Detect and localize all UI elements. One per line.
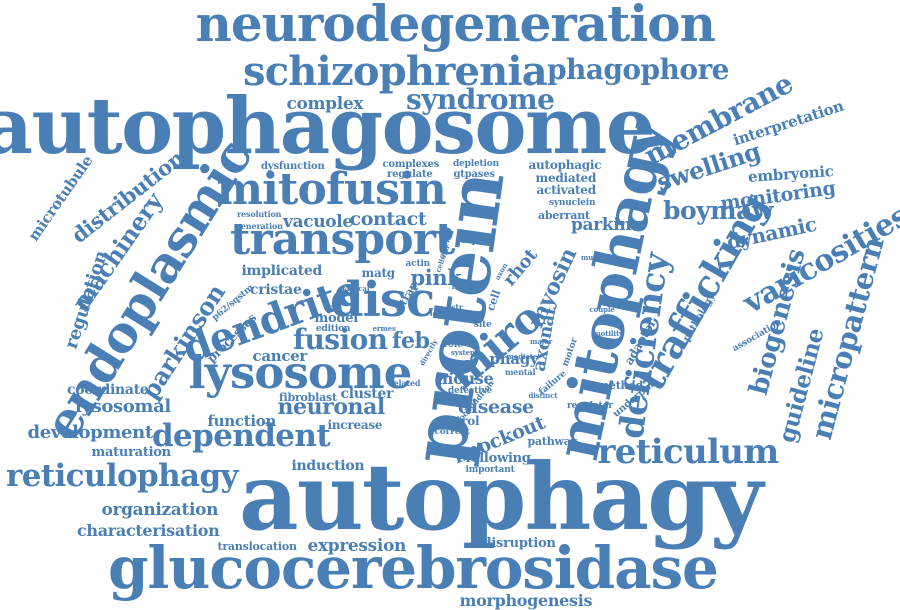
cloud-word-defective: defective xyxy=(448,385,493,396)
cloud-word-autophagic: autophagic xyxy=(528,158,602,172)
cloud-word-vacuole: vacuole xyxy=(283,211,353,232)
cloud-word-fusion: fusion xyxy=(293,323,388,356)
cloud-word-correct: correct xyxy=(434,426,470,437)
cloud-word-mico: mico xyxy=(451,281,473,291)
cloud-word-disease: disease xyxy=(458,395,534,418)
cloud-word-phagy: phagy xyxy=(489,349,539,368)
cloud-word-reticulophagy: reticulophagy xyxy=(6,457,239,494)
cloud-word-related: related xyxy=(389,378,421,388)
cloud-word-done: done xyxy=(458,309,478,319)
cloud-word-organization: organization xyxy=(101,499,219,520)
cloud-word-neurodegeneration: neurodegeneration xyxy=(195,0,716,53)
cloud-word-induction: induction xyxy=(291,458,365,474)
cloud-word-contact: contact xyxy=(349,207,427,230)
cloud-word-generation: generation xyxy=(235,221,283,231)
cloud-word-disc: disc xyxy=(330,272,435,328)
cloud-word-cristae: cristae xyxy=(250,282,302,298)
cloud-word-dependent: dependent xyxy=(152,417,331,454)
cloud-word-critical: critical xyxy=(342,283,370,293)
cloud-word-synuclein: synuclein xyxy=(549,197,596,208)
cloud-word-phagophore: phagophore xyxy=(547,53,729,86)
cloud-word-expression: expression xyxy=(307,535,407,556)
cloud-word-maturation: maturation xyxy=(91,444,172,460)
cloud-word-fibroblast: fibroblast xyxy=(279,390,337,404)
cloud-word-complexes: complexes xyxy=(382,159,440,170)
cloud-word-report: report xyxy=(461,235,493,246)
cloud-word-translocation: translocation xyxy=(217,539,298,553)
cloud-word-multiple: multiple xyxy=(581,252,613,262)
cloud-word-mouse: mouse xyxy=(436,369,494,388)
cloud-word-glucocerebrosidase: glucocerebrosidase xyxy=(108,534,719,602)
cloud-word-actin: actin xyxy=(405,258,431,269)
cloud-word-autophagy: autophagy xyxy=(239,443,763,551)
cloud-word-mediate: mediate xyxy=(506,351,538,361)
cloud-word-activated: activated xyxy=(536,183,597,197)
cloud-word-cancer: cancer xyxy=(252,346,308,365)
cloud-word-distinct: distinct xyxy=(528,390,558,400)
cloud-word-following: following xyxy=(465,450,531,466)
cloud-word-mediated: mediated xyxy=(535,171,597,185)
cloud-word-matg: matg xyxy=(361,266,396,280)
cloud-word-cluster: cluster xyxy=(340,386,394,402)
cloud-word-major: major xyxy=(530,336,553,346)
cloud-word-neuronal: neuronal xyxy=(277,394,386,420)
cloud-word-resolution: resolution xyxy=(237,209,282,219)
cloud-word-implicated: implicated xyxy=(241,263,323,279)
cloud-word-aberrant: aberrant xyxy=(538,208,590,222)
cloud-word-schizophrenia: schizophrenia xyxy=(243,48,548,95)
cloud-word-regulator: regulator xyxy=(567,400,613,411)
cloud-word-transport: transport xyxy=(230,214,455,265)
cloud-word-function: function xyxy=(207,411,277,430)
cloud-word-dysfunction: dysfunction xyxy=(261,161,325,172)
cloud-word-method: method xyxy=(597,378,644,392)
cloud-word-reticulum: reticulum xyxy=(597,432,780,472)
cloud-word-ermes: ermes xyxy=(372,323,396,333)
cloud-word-feb: feb xyxy=(392,328,430,354)
cloud-word-couple: couple xyxy=(589,304,615,314)
cloud-word-pathway: pathway xyxy=(527,434,578,448)
cloud-word-development: development xyxy=(27,422,154,443)
cloud-word-lysosome: lysosome xyxy=(188,345,413,399)
cloud-word-role: role xyxy=(443,339,463,350)
cloud-word-important: important xyxy=(465,464,515,475)
cloud-word-parkin: parkin xyxy=(571,214,632,235)
cloud-word-site: site xyxy=(474,319,492,330)
cloud-word-syndrome: syndrome xyxy=(406,83,555,116)
cloud-word-mental: mental xyxy=(505,367,536,377)
cloud-word-pink: pink xyxy=(410,264,462,290)
cloud-word-disruption: disruption xyxy=(482,535,556,551)
cloud-word-coordinate: coordinate xyxy=(67,382,149,398)
cloud-word-model: model xyxy=(314,310,359,326)
cloud-word-increase: increase xyxy=(327,418,383,432)
cloud-word-autophagosome: autophagosome xyxy=(0,81,656,172)
cloud-word-complex: complex xyxy=(286,93,364,114)
cloud-word-str: str xyxy=(451,302,463,312)
cloud-word-system: system xyxy=(451,347,478,357)
cloud-word-motility: motility xyxy=(593,328,624,338)
cloud-word-mitofusin: mitofusin xyxy=(216,164,447,215)
cloud-word-lysosomal: lysosomal xyxy=(75,396,171,417)
cloud-word-control: control xyxy=(432,414,480,428)
cloud-word-depletion: depletion xyxy=(453,158,499,169)
cloud-word-boymaw: boymaw xyxy=(663,195,773,225)
cloud-word-level: level xyxy=(430,308,448,318)
cloud-word-morphogenesis: morphogenesis xyxy=(459,591,593,610)
cloud-word-edition: edition xyxy=(316,323,351,334)
cloud-word-gtpases: gtpases xyxy=(453,169,496,180)
cloud-word-regulate: regulate xyxy=(387,169,433,180)
cloud-word-characterisation: characterisation xyxy=(77,521,220,540)
